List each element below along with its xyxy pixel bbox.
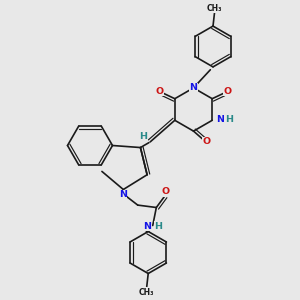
Text: N: N [217, 115, 225, 124]
Text: O: O [162, 187, 170, 196]
Text: N: N [190, 83, 197, 92]
Text: N: N [119, 190, 127, 200]
Text: O: O [155, 87, 163, 96]
Text: H: H [154, 222, 162, 231]
Text: CH₃: CH₃ [139, 288, 154, 297]
Text: CH₃: CH₃ [207, 4, 222, 13]
Text: O: O [224, 87, 232, 96]
Text: N: N [143, 222, 151, 231]
Text: H: H [225, 115, 233, 124]
Text: O: O [202, 137, 211, 146]
Text: H: H [140, 132, 148, 141]
